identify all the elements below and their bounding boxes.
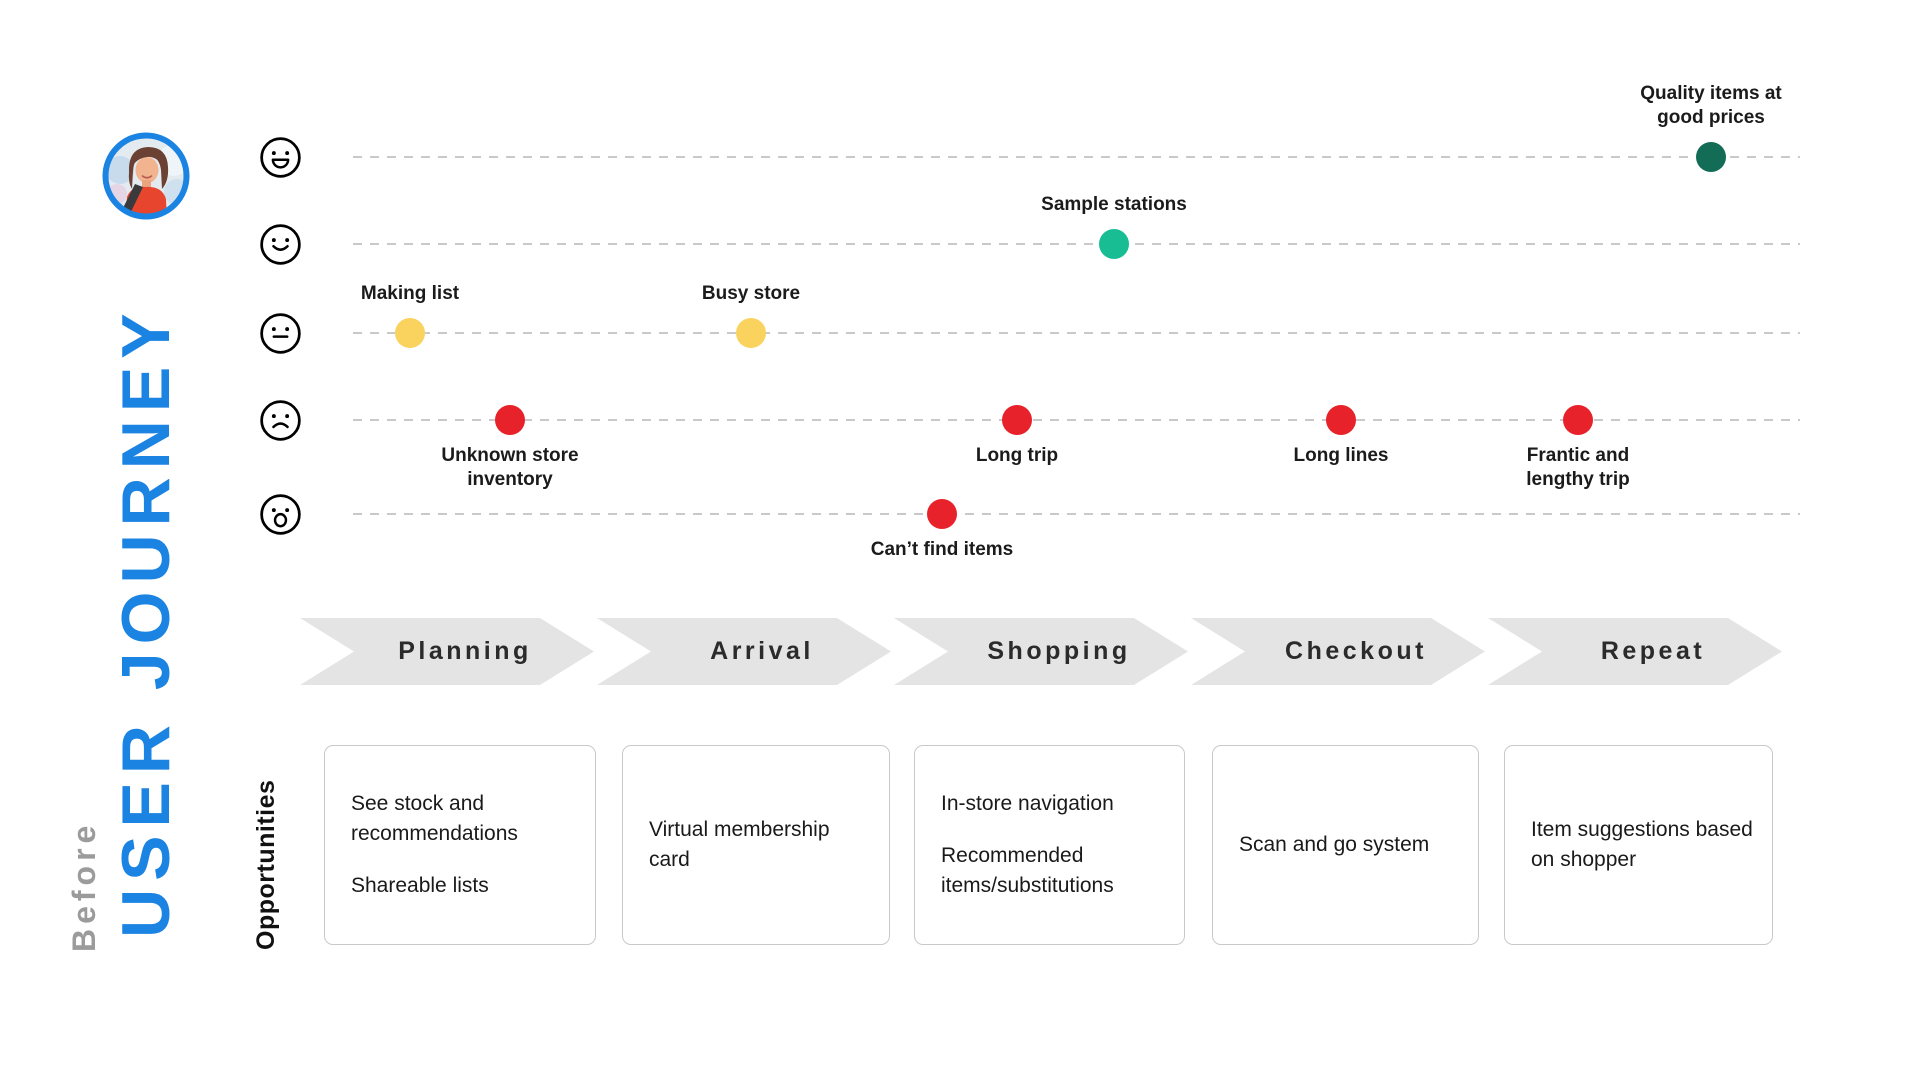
page-title: USER JOURNEY xyxy=(108,305,184,938)
emotion-face-level-1 xyxy=(259,136,302,179)
grinning-face-icon xyxy=(260,137,301,178)
journey-point-label: Long lines xyxy=(1293,445,1389,466)
journey-point-dot xyxy=(736,318,766,348)
journey-point-dot xyxy=(1002,405,1032,435)
persona-photo-icon xyxy=(102,132,190,220)
journey-point-dot xyxy=(395,318,425,348)
anguished-face-icon xyxy=(260,494,301,535)
emotion-gridline-2 xyxy=(353,243,1800,245)
opportunity-item: Recommended items/substitutions xyxy=(941,844,1114,897)
emotion-gridline-4 xyxy=(353,419,1800,421)
journey-point-label: Sample stations xyxy=(1041,194,1187,215)
journey-point-label: Unknown store inventory xyxy=(441,445,579,490)
stage-chevron-planning: Planning xyxy=(300,618,594,685)
opportunity-card-shopping: In-store navigation Recommended items/sub… xyxy=(914,745,1185,945)
journey-point-dot xyxy=(1563,405,1593,435)
emotion-face-level-2 xyxy=(259,223,302,266)
emotion-gridline-1 xyxy=(353,156,1800,158)
opportunity-item: In-store navigation xyxy=(941,792,1114,815)
emotion-face-level-5 xyxy=(259,493,302,536)
opportunity-card-checkout: Scan and go system xyxy=(1212,745,1479,945)
opportunity-item: Item suggestions based on shopper xyxy=(1531,818,1753,871)
journey-point-dot xyxy=(495,405,525,435)
stage-chevron-repeat: Repeat xyxy=(1488,618,1782,685)
emotion-gridline-3 xyxy=(353,332,1800,334)
opportunity-item: Virtual membership card xyxy=(649,818,830,871)
stage-label: Checkout xyxy=(1285,637,1427,665)
stage-label: Repeat xyxy=(1600,637,1706,665)
journey-point-label: Can’t find items xyxy=(870,539,1014,560)
journey-point-dot xyxy=(1099,229,1129,259)
stage-chevron-arrival: Arrival xyxy=(597,618,891,685)
neutral-face-icon xyxy=(260,313,301,354)
stage-chevron-shopping: Shopping xyxy=(894,618,1188,685)
phase-label: Before xyxy=(66,820,102,952)
opportunity-item: See stock and recommendations xyxy=(351,792,518,845)
emotion-face-level-4 xyxy=(259,399,302,442)
opportunity-card-repeat: Item suggestions based on shopper xyxy=(1504,745,1773,945)
journey-point-dot xyxy=(1696,142,1726,172)
journey-point-dot xyxy=(1326,405,1356,435)
stage-label: Planning xyxy=(398,637,532,665)
journey-point-label: Quality items at good prices xyxy=(1640,83,1782,128)
journey-point-label: Making list xyxy=(360,283,460,304)
opportunity-item: Shareable lists xyxy=(351,874,489,897)
opportunity-card-arrival: Virtual membership card xyxy=(622,745,890,945)
stage-label: Arrival xyxy=(710,637,814,665)
opportunity-card-planning: See stock and recommendations Shareable l… xyxy=(324,745,596,945)
frowning-face-icon xyxy=(260,400,301,441)
opportunities-heading: Opportunities xyxy=(252,779,280,950)
emotion-gridline-5 xyxy=(353,513,1800,515)
journey-point-dot xyxy=(927,499,957,529)
journey-point-label: Frantic and lengthy trip xyxy=(1526,445,1630,490)
journey-point-label: Busy store xyxy=(701,283,801,304)
stage-label: Shopping xyxy=(987,637,1131,665)
journey-point-label: Long trip xyxy=(975,445,1059,466)
smiling-face-icon xyxy=(260,224,301,265)
stage-chevron-checkout: Checkout xyxy=(1191,618,1485,685)
opportunity-item: Scan and go system xyxy=(1239,833,1430,856)
emotion-face-level-3 xyxy=(259,312,302,355)
persona-avatar xyxy=(102,132,190,220)
